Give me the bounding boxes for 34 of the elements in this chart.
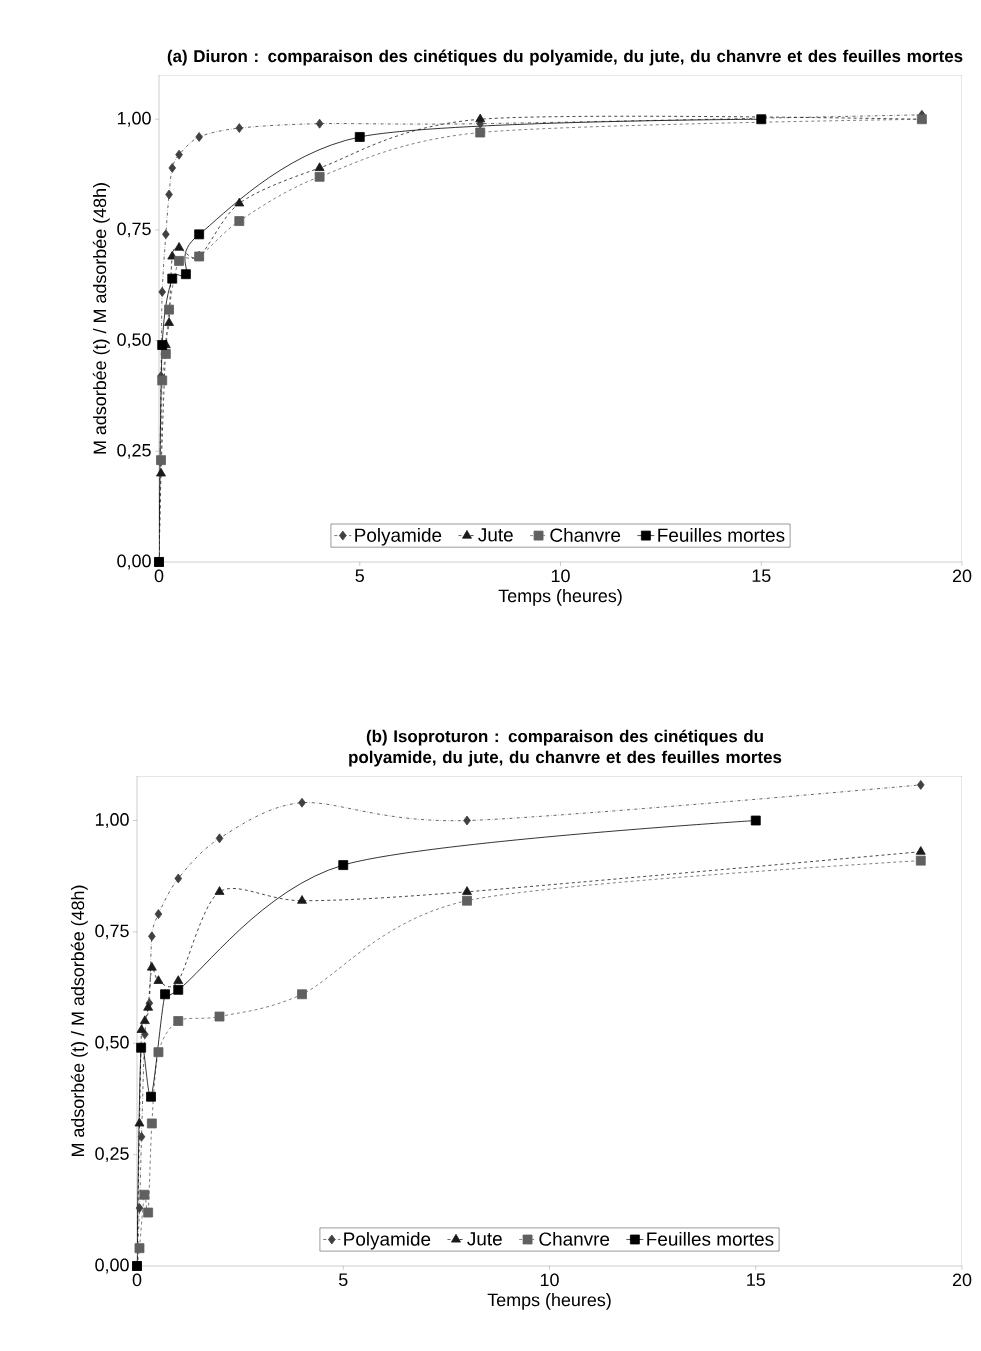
x-tick-label: 10 (551, 569, 570, 583)
x-tick-label: 20 (952, 1273, 972, 1287)
legend-label: Polyamide (344, 1231, 431, 1250)
y-tick-label: 0,50 (95, 1035, 129, 1051)
y-tick-label: 0,25 (95, 1147, 129, 1163)
x-tick-label: 15 (747, 1273, 765, 1287)
y-tick-label: 0,00 (95, 1258, 129, 1274)
y-tick-label: 0,00 (117, 554, 151, 570)
y-tick-label: 0,50 (117, 333, 151, 349)
x-axis-title: Temps (heures) (498, 589, 622, 606)
legend-label: Jute (467, 1232, 502, 1246)
chart-title: (a) Diuron : comparaison des cinétiques du polyamide, du jute, du chanvre et des feuilles mortes (167, 49, 963, 66)
legend-label: Chanvre (539, 1231, 610, 1246)
x-tick-label: 5 (338, 1273, 348, 1287)
x-tick-label: 10 (540, 1273, 559, 1287)
legend-label: Feuilles mortes (647, 1231, 774, 1246)
chart-title: (b) Isoproturon : comparaison des cinétiques du polyamide, du jute, du chanvre et des feuilles mortes (349, 729, 782, 767)
y-tick-label: 0,25 (117, 443, 151, 459)
x-tick-label: 15 (752, 569, 771, 583)
x-tick-label: 20 (952, 569, 972, 583)
y-tick-label: 0,75 (117, 222, 151, 238)
y-tick-label: 1,00 (95, 813, 129, 828)
y-tick-label: 1,00 (117, 111, 151, 127)
y-axis-title: M adsorbée (t) / M adsorbée (48h) (92, 183, 110, 454)
y-axis-title: M adsorbée (t) / M adsorbée (48h) (70, 885, 88, 1157)
x-axis-title: Temps (heures) (487, 1293, 611, 1310)
x-tick-label: 5 (355, 569, 364, 583)
y-tick-label: 0,75 (95, 924, 129, 940)
x-tick-label: 0 (154, 569, 164, 583)
legend-label: Feuilles mortes (658, 527, 785, 542)
legend-label: Jute (478, 528, 513, 542)
legend-label: Chanvre (550, 527, 621, 542)
x-tick-label: 0 (132, 1273, 142, 1287)
legend-label: Polyamide (355, 527, 442, 546)
